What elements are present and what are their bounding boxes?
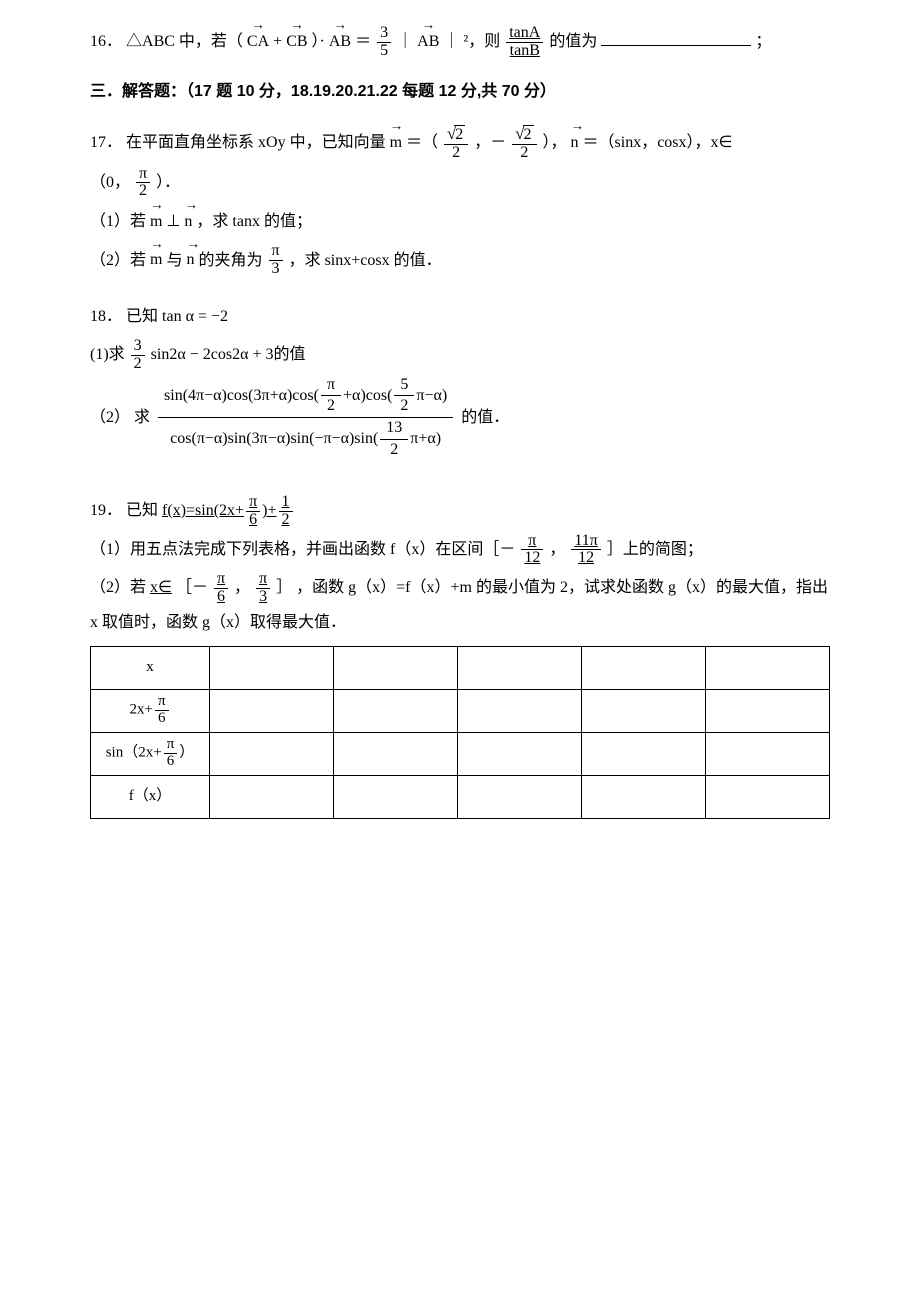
vector-m: m: [390, 125, 402, 159]
p18-sub1: (1)求: [90, 346, 125, 363]
table-cell[interactable]: [582, 646, 706, 689]
p19-given-pre: 已知: [126, 502, 158, 519]
half: 12: [279, 494, 293, 529]
sqrt2-over-2-a: √2 2: [444, 125, 468, 162]
eq1: ＝（: [406, 134, 438, 151]
problem-19: 19． 已知 f(x)=sin(2x+π6)+12 （1）用五点法完成下列表格，…: [90, 494, 830, 818]
p17-sub1-pre: （1）若: [90, 213, 146, 230]
table-cell[interactable]: [458, 732, 582, 775]
abs-close: ｜: [443, 33, 459, 50]
table-cell[interactable]: [706, 646, 830, 689]
table-cell[interactable]: [210, 732, 334, 775]
table-cell[interactable]: [706, 732, 830, 775]
comma-neg: ，－: [474, 134, 506, 151]
x-in: x∈: [150, 579, 172, 596]
pi-over-6b: π 6: [214, 571, 228, 606]
abs-open: ｜: [397, 33, 413, 50]
p18-expr1-rest: sin2α − 2cos2α + 3的值: [151, 346, 306, 363]
semicolon: ；: [755, 33, 771, 50]
p18-sub2: （2） 求: [90, 408, 150, 425]
vector-CA: CA: [247, 24, 269, 58]
vector-AB: AB: [329, 24, 351, 58]
frac-3-2: 3 2: [131, 338, 145, 373]
table-cell[interactable]: [706, 689, 830, 732]
eq2: ＝（sinx，cosx），x∈: [583, 134, 733, 151]
table-cell[interactable]: [458, 689, 582, 732]
table-cell[interactable]: [334, 646, 458, 689]
p18-tail: 的值．: [461, 408, 509, 425]
table-cell[interactable]: [582, 689, 706, 732]
table-cell[interactable]: [334, 775, 458, 818]
table-cell[interactable]: [210, 689, 334, 732]
vector-n: n: [571, 125, 579, 159]
row-fx-label: f（x）: [91, 775, 210, 818]
p17-sub2-posta: 的夹角为: [198, 251, 262, 268]
table-cell[interactable]: [210, 775, 334, 818]
table-cell[interactable]: [582, 732, 706, 775]
table-cell[interactable]: [458, 646, 582, 689]
row-2x-label: 2x+π6: [91, 689, 210, 732]
p19-sub2-pre: （2）若: [90, 579, 146, 596]
comma2: ，: [234, 579, 250, 596]
rb: ］: [276, 579, 292, 596]
squared-then: ²，则: [463, 33, 504, 50]
table-row: x: [91, 646, 830, 689]
p16-number: 16．: [90, 33, 122, 50]
row-x-label: x: [91, 646, 210, 689]
table-row: f（x）: [91, 775, 830, 818]
table-cell[interactable]: [334, 689, 458, 732]
plus: +: [273, 33, 282, 50]
with: 与: [166, 251, 182, 268]
sqrt2-over-2-b: √2 2: [512, 125, 536, 162]
row-sin-label: sin（2x+π6）: [91, 732, 210, 775]
p17-number: 17．: [90, 134, 122, 151]
pi-over-12: π 12: [521, 533, 543, 568]
p19-fx: f(x)=sin(2x+: [162, 502, 244, 519]
p16-pre: △ABC 中，若（: [126, 33, 243, 50]
five-point-table: x 2x+π6 sin（2x+π6）: [90, 646, 830, 819]
table-row: sin（2x+π6）: [91, 732, 830, 775]
problem-16: 16． △ABC 中，若（ CA + CB ）· AB ＝ 3 5 ｜ AB ｜…: [90, 24, 830, 59]
p19-sub1-post: ］上的简图；: [607, 541, 703, 558]
comma: ，: [549, 541, 565, 558]
table-cell[interactable]: [706, 775, 830, 818]
vector-CB: CB: [286, 24, 307, 58]
p17-sub2-postb: ，求 sinx+cosx 的值．: [289, 251, 442, 268]
equals: ＝: [355, 33, 371, 50]
pi-over-6: π6: [246, 494, 260, 529]
table-cell[interactable]: [334, 732, 458, 775]
vector-n3: n: [186, 243, 194, 277]
p17-line1-pre: 在平面直角坐标系 xOy 中，已知向量: [126, 134, 390, 151]
p16-post: 的值为: [549, 33, 597, 50]
p17-sub1-post: ，求 tanx 的值；: [196, 213, 312, 230]
p18-number: 18．: [90, 308, 122, 325]
range-open: （0，: [90, 174, 130, 191]
vector-m3: m: [150, 243, 162, 277]
dot: ）·: [312, 33, 325, 50]
table-row: 2x+π6: [91, 689, 830, 732]
pi-over-3b: π 3: [256, 571, 270, 606]
vector-AB2: AB: [417, 24, 439, 58]
frac-3-5: 3 5: [377, 25, 391, 60]
frac-tanA-tanB: tanA tanB: [506, 25, 543, 60]
p17-sub2-pre: （2）若: [90, 251, 146, 268]
table-cell[interactable]: [210, 646, 334, 689]
p19-number: 19．: [90, 502, 122, 519]
eleven-pi-over-12: 11π 12: [571, 533, 600, 568]
range-close: ）．: [156, 174, 180, 191]
close-n-pre: ），: [543, 134, 567, 151]
table-cell[interactable]: [458, 775, 582, 818]
pi-over-3: π 3: [269, 243, 283, 278]
p18-given: 已知 tan α = −2: [126, 308, 228, 325]
p19-sub1-pre: （1）用五点法完成下列表格，并画出函数 f（x）在区间［－: [90, 541, 515, 558]
section-3-heading: 三．解答题：（17 题 10 分，18.19.20.21.22 每题 12 分,…: [90, 75, 830, 109]
table-cell[interactable]: [582, 775, 706, 818]
problem-18: 18． 已知 tan α = −2 (1)求 3 2 sin2α − 2cos2…: [90, 300, 830, 458]
problem-17: 17． 在平面直角坐标系 xOy 中，已知向量 m ＝（ √2 2 ，－ √2 …: [90, 125, 830, 278]
lb: ［－: [176, 579, 208, 596]
pi-over-2: π 2: [136, 166, 150, 201]
big-fraction: sin(4π−α)cos(3π+α)cos(π2+α)cos(52π−α) co…: [158, 377, 453, 459]
perp: ⊥: [166, 213, 180, 230]
answer-blank[interactable]: [601, 29, 751, 46]
